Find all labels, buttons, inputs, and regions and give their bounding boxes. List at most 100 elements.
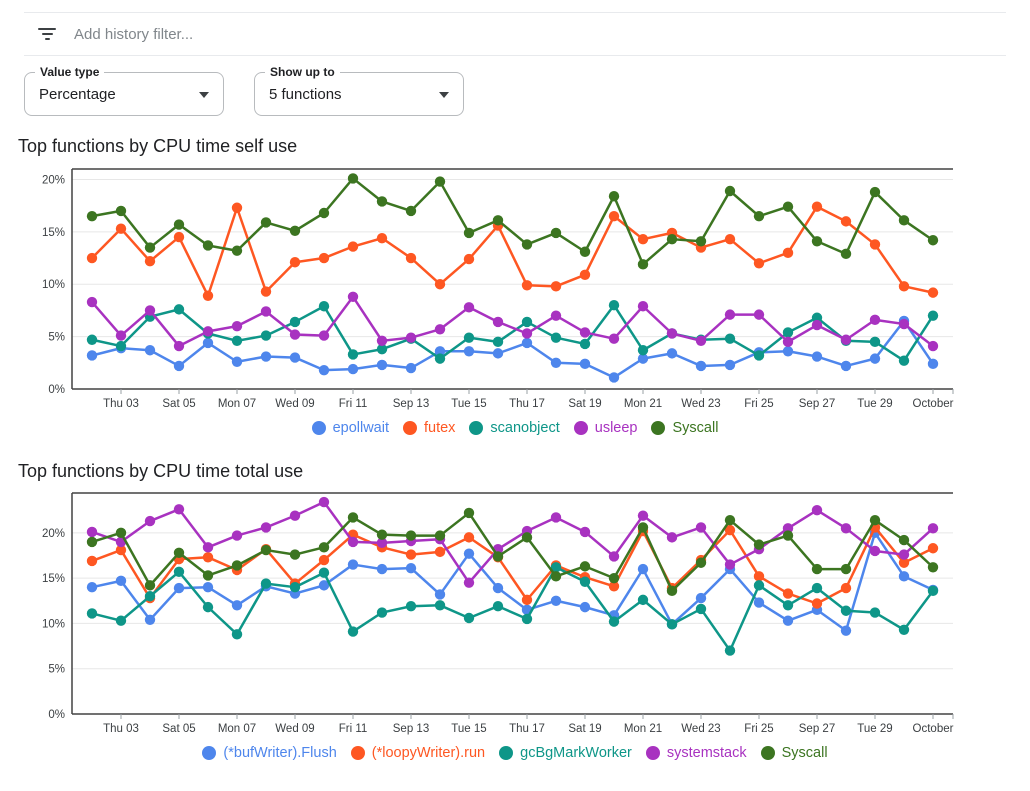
- series-scanobject-point[interactable]: [898, 355, 910, 366]
- series-epollwait-point[interactable]: [463, 346, 475, 357]
- series-syscall-point[interactable]: [86, 210, 98, 222]
- series-syscall-point[interactable]: [318, 207, 330, 219]
- series-futex-point[interactable]: [260, 286, 272, 297]
- series-usleep-point[interactable]: [115, 330, 127, 341]
- series-bufwriter-flush-point[interactable]: [840, 625, 852, 636]
- series-gcbgmarkworker-point[interactable]: [347, 626, 359, 637]
- series-bufwriter-flush-point[interactable]: [898, 571, 910, 582]
- series-bufwriter-flush-point[interactable]: [463, 548, 475, 559]
- series-syscall-point[interactable]: [637, 522, 649, 533]
- series-syscall-point[interactable]: [376, 529, 388, 540]
- series-syscall-point[interactable]: [724, 185, 736, 197]
- legend-item-syscall[interactable]: Syscall: [651, 420, 718, 436]
- series-gcbgmarkworker-point[interactable]: [753, 580, 765, 591]
- series-scanobject-point[interactable]: [637, 345, 649, 356]
- series-futex-point[interactable]: [869, 239, 881, 250]
- series-usleep-point[interactable]: [782, 336, 794, 348]
- series-futex-point[interactable]: [521, 280, 533, 291]
- series-epollwait-point[interactable]: [318, 364, 330, 376]
- series-syscall-point[interactable]: [666, 233, 678, 245]
- series-futex-point[interactable]: [376, 232, 388, 244]
- series-scanobject-point[interactable]: [492, 336, 504, 348]
- series-syscall-point[interactable]: [405, 530, 417, 541]
- series-gcbgmarkworker-point[interactable]: [144, 591, 156, 602]
- series-epollwait-point[interactable]: [434, 346, 446, 357]
- cpu-self-chart[interactable]: 0% 5% 10% 15% 20% Thu 03 Sat 05 Mon 07 Wed 09 Fri…: [0, 161, 1030, 415]
- series-gcbgmarkworker-point[interactable]: [579, 576, 591, 587]
- series-epollwait-point[interactable]: [289, 352, 301, 363]
- series-gcbgmarkworker-point[interactable]: [724, 645, 736, 656]
- series-bufwriter-flush-point[interactable]: [115, 575, 127, 587]
- series-syscall-point[interactable]: [608, 191, 620, 202]
- series-loopywriter-run-point[interactable]: [927, 543, 939, 554]
- series-syscall-point[interactable]: [144, 580, 156, 591]
- series-scanobject-point[interactable]: [260, 330, 272, 341]
- series-syscall-point[interactable]: [869, 186, 881, 198]
- series-syscall-point[interactable]: [782, 201, 794, 212]
- series-epollwait-point[interactable]: [608, 372, 620, 383]
- series-futex-point[interactable]: [231, 202, 243, 213]
- legend-item-systemstack[interactable]: systemstack: [645, 745, 747, 761]
- series-syscall-point[interactable]: [608, 572, 620, 584]
- series-futex-point[interactable]: [753, 258, 765, 269]
- series-bufwriter-flush-point[interactable]: [405, 562, 417, 574]
- series-syscall-point[interactable]: [434, 176, 446, 187]
- series-syscall-point[interactable]: [260, 544, 272, 556]
- legend-item-futex[interactable]: futex: [402, 420, 455, 436]
- series-usleep-point[interactable]: [898, 318, 910, 330]
- series-epollwait-point[interactable]: [782, 346, 794, 357]
- series-usleep-point[interactable]: [434, 324, 446, 335]
- series-futex-point[interactable]: [782, 247, 794, 259]
- cpu-total-chart[interactable]: 0% 5% 10% 15% 20% Thu 03 Sat 05 Mon 07 Wed 09 Fri…: [0, 486, 1030, 740]
- series-syscall-point[interactable]: [695, 236, 707, 247]
- series-syscall-point[interactable]: [811, 236, 823, 247]
- series-epollwait-point[interactable]: [695, 360, 707, 372]
- series-scanobject-point[interactable]: [86, 334, 98, 345]
- series-loopywriter-run-point[interactable]: [202, 552, 214, 563]
- series-gcbgmarkworker-point[interactable]: [231, 629, 243, 640]
- series-futex-point[interactable]: [927, 287, 939, 298]
- series-loopywriter-run-point[interactable]: [782, 588, 794, 599]
- series-epollwait-point[interactable]: [521, 337, 533, 349]
- series-bufwriter-flush-point[interactable]: [173, 582, 185, 594]
- series-usleep-point[interactable]: [724, 309, 736, 320]
- series-systemstack-point[interactable]: [724, 559, 736, 570]
- series-epollwait-point[interactable]: [811, 351, 823, 362]
- series-bufwriter-flush-point[interactable]: [376, 563, 388, 575]
- series-systemstack-point[interactable]: [376, 537, 388, 549]
- series-epollwait-point[interactable]: [173, 360, 185, 372]
- series-scanobject-point[interactable]: [724, 333, 736, 344]
- series-futex-point[interactable]: [608, 210, 620, 222]
- series-futex-point[interactable]: [86, 252, 98, 264]
- series-bufwriter-flush-point[interactable]: [231, 600, 243, 611]
- series-usleep-point[interactable]: [521, 328, 533, 339]
- series-systemstack-point[interactable]: [86, 526, 98, 538]
- series-usleep-point[interactable]: [173, 340, 185, 352]
- series-epollwait-point[interactable]: [260, 351, 272, 362]
- series-syscall-point[interactable]: [550, 227, 562, 239]
- series-syscall-point[interactable]: [318, 542, 330, 553]
- series-bufwriter-flush-point[interactable]: [579, 601, 591, 613]
- series-scanobject-point[interactable]: [811, 312, 823, 323]
- series-usleep-point[interactable]: [666, 328, 678, 339]
- series-gcbgmarkworker-point[interactable]: [869, 607, 881, 618]
- series-syscall-point[interactable]: [811, 563, 823, 575]
- series-systemstack-point[interactable]: [550, 512, 562, 523]
- series-systemstack-point[interactable]: [608, 551, 620, 562]
- series-systemstack-point[interactable]: [202, 542, 214, 553]
- series-syscall-point[interactable]: [202, 240, 214, 251]
- series-syscall-point[interactable]: [579, 561, 591, 572]
- series-epollwait-point[interactable]: [724, 359, 736, 371]
- value-type-select[interactable]: Value type Percentage: [24, 65, 224, 116]
- series-systemstack-point[interactable]: [840, 523, 852, 534]
- series-gcbgmarkworker-point[interactable]: [405, 601, 417, 612]
- series-systemstack-point[interactable]: [289, 510, 301, 521]
- series-loopywriter-run-point[interactable]: [434, 546, 446, 558]
- series-usleep-point[interactable]: [695, 335, 707, 347]
- series-epollwait-point[interactable]: [869, 353, 881, 364]
- series-systemstack-point[interactable]: [347, 536, 359, 548]
- legend-item-loopywriter-run[interactable]: (*loopyWriter).run: [350, 745, 485, 761]
- series-scanobject-point[interactable]: [753, 350, 765, 361]
- series-loopywriter-run-point[interactable]: [608, 581, 620, 592]
- series-syscall-point[interactable]: [463, 227, 475, 239]
